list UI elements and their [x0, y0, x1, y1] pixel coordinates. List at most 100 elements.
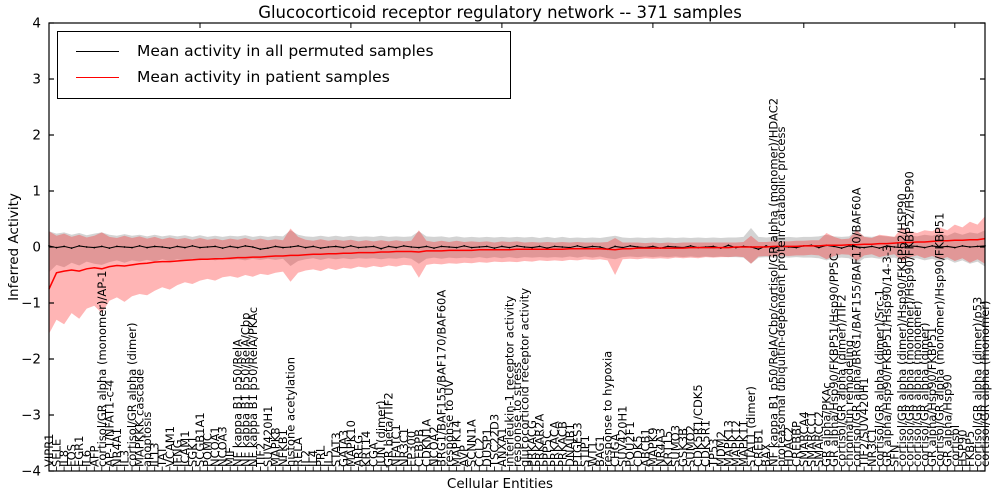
x-tick-label: MAPK11 — [737, 420, 751, 467]
marker-permuted — [334, 245, 337, 248]
x-tick-label: response to stress — [510, 362, 524, 467]
marker-permuted — [969, 246, 971, 248]
x-tick-label: NF kappa B1 p50/RelA/PKAc — [246, 307, 260, 467]
x-tick-label: cortisol/GR alpha (monomer)/AP-1 — [95, 271, 109, 467]
marker-permuted — [372, 245, 375, 248]
x-tick-label: CDKN1A — [419, 419, 433, 467]
x-tick-label: NF kappa B1 p50/RelA/Cbp/cortisol/GR alp… — [767, 98, 781, 467]
marker-permuted — [463, 245, 466, 247]
x-tick-label: MIF — [223, 447, 237, 467]
marker-permuted — [440, 245, 443, 248]
x-tick-label: NR4A1 — [110, 428, 124, 467]
marker-permuted — [410, 246, 413, 248]
y-tick-label: −3 — [21, 408, 41, 424]
x-tick-label: JUN (dimer) — [374, 400, 388, 468]
x-tick-label: GSK3B — [676, 428, 690, 467]
marker-permuted — [576, 245, 579, 247]
marker-permuted — [493, 247, 496, 250]
x-tick-label: apoptosis — [140, 412, 154, 467]
marker-permuted — [886, 245, 888, 247]
marker-permuted — [818, 246, 820, 249]
x-tick-label: MAPK10 — [344, 420, 358, 467]
x-tick-label: NR3C1 — [865, 428, 879, 467]
marker-permuted — [402, 245, 405, 247]
marker-permuted — [395, 246, 398, 249]
marker-permuted — [221, 247, 224, 250]
x-tick-label: histone acetylation — [284, 357, 298, 467]
band-permuted — [49, 228, 985, 273]
x-tick-label: AVP — [457, 445, 471, 467]
x-tick-label: MDM2 — [714, 431, 728, 467]
marker-permuted — [908, 245, 911, 247]
x-tick-label: cortisol — [948, 425, 962, 467]
x-tick-label: CDK5R1 — [699, 420, 713, 467]
marker-permuted — [229, 245, 232, 248]
legend-label-patient: Mean activity in patient samples — [137, 68, 390, 86]
x-tick-label: cortisol/GR alpha (dimer) — [918, 323, 932, 467]
marker-permuted — [795, 246, 798, 249]
marker-permuted — [757, 248, 760, 251]
marker-permuted — [599, 246, 601, 248]
x-tick-label: IL3 — [118, 450, 132, 467]
x-tick-label: CDK5 — [631, 435, 645, 467]
x-tick-label: MAPK8 — [269, 427, 283, 467]
marker-permuted — [214, 245, 217, 248]
x-tick-label: IFNG — [170, 439, 184, 467]
x-tick-label: PRKAR2A — [533, 414, 547, 467]
marker-permuted — [916, 245, 918, 248]
x-tick-label: NF kappa B1 p50/RelA — [231, 339, 245, 467]
x-tick-label: NFATC1 — [389, 424, 403, 467]
legend-line-sample-patient — [76, 76, 119, 78]
x-tick-label: KRT14 — [359, 431, 373, 467]
x-tick-label: cortisol/GR alpha (dimer)/TIF2 — [835, 294, 849, 467]
marker-permuted — [251, 246, 254, 248]
x-tick-label: STIP1 — [578, 435, 592, 467]
x-tick-label: SMARCA4 — [797, 411, 811, 467]
marker-permuted — [863, 246, 866, 249]
y-tick-label: −1 — [21, 296, 41, 312]
x-tick-label: SGK1 — [185, 436, 199, 467]
x-tick-label: PRKACB — [555, 421, 569, 467]
x-tick-label: VIPR1 — [42, 433, 56, 467]
marker-permuted — [116, 245, 118, 248]
x-tick-label: cortisol/GR alpha (dimer)/p53 — [971, 297, 985, 467]
x-tick-label: IL4 — [306, 450, 320, 467]
marker-permuted — [304, 246, 307, 249]
marker-permuted — [516, 245, 518, 247]
x-tick-label: TP53 — [706, 438, 720, 468]
marker-permuted — [342, 246, 345, 249]
band-patient — [49, 216, 985, 334]
marker-permuted — [840, 247, 843, 250]
x-tick-label: AP-1/NFAT1-c-4 — [102, 380, 116, 467]
marker-permuted — [478, 246, 481, 248]
x-tick-label: IL2 — [299, 450, 313, 467]
x-tick-label: SMARCC2 — [812, 411, 826, 467]
x-tick-label: NR4A3 — [653, 428, 667, 467]
x-tick-label: POU2F1 — [623, 421, 637, 467]
x-tick-label: TIF2/SUV420H1 — [857, 377, 871, 468]
marker-permuted — [289, 246, 292, 248]
x-tick-label: SUV420H1 — [261, 406, 275, 468]
marker-permuted — [184, 246, 186, 249]
marker-permuted — [614, 245, 616, 248]
marker-permuted — [425, 245, 428, 248]
x-tick-label: MAPK13 — [721, 420, 735, 467]
legend-line-sample-permuted — [76, 50, 119, 52]
x-tick-label: cortisol/GR alpha (monomer)/Hsp90/FKBP52… — [903, 171, 917, 467]
x-tick-label: cortisol/GR alpha (dimer) — [125, 323, 139, 467]
marker-permuted — [531, 246, 533, 249]
marker-permuted — [652, 245, 654, 248]
marker-permuted — [485, 245, 488, 248]
marker-permuted — [380, 247, 382, 250]
x-tick-label: SFN — [887, 444, 901, 467]
y-tick-label: 0 — [32, 240, 41, 256]
x-tick-label: SELE — [50, 439, 64, 467]
marker-permuted — [893, 246, 896, 248]
marker-permuted — [689, 245, 692, 247]
x-tick-label: EP300 — [404, 431, 418, 467]
marker-permuted — [508, 246, 511, 249]
x-tick-label: cortisol/GR alpha (dimer)/Src-1 — [872, 289, 886, 467]
marker-permuted — [433, 247, 435, 250]
x-tick-label: NR3C1 — [397, 428, 411, 467]
